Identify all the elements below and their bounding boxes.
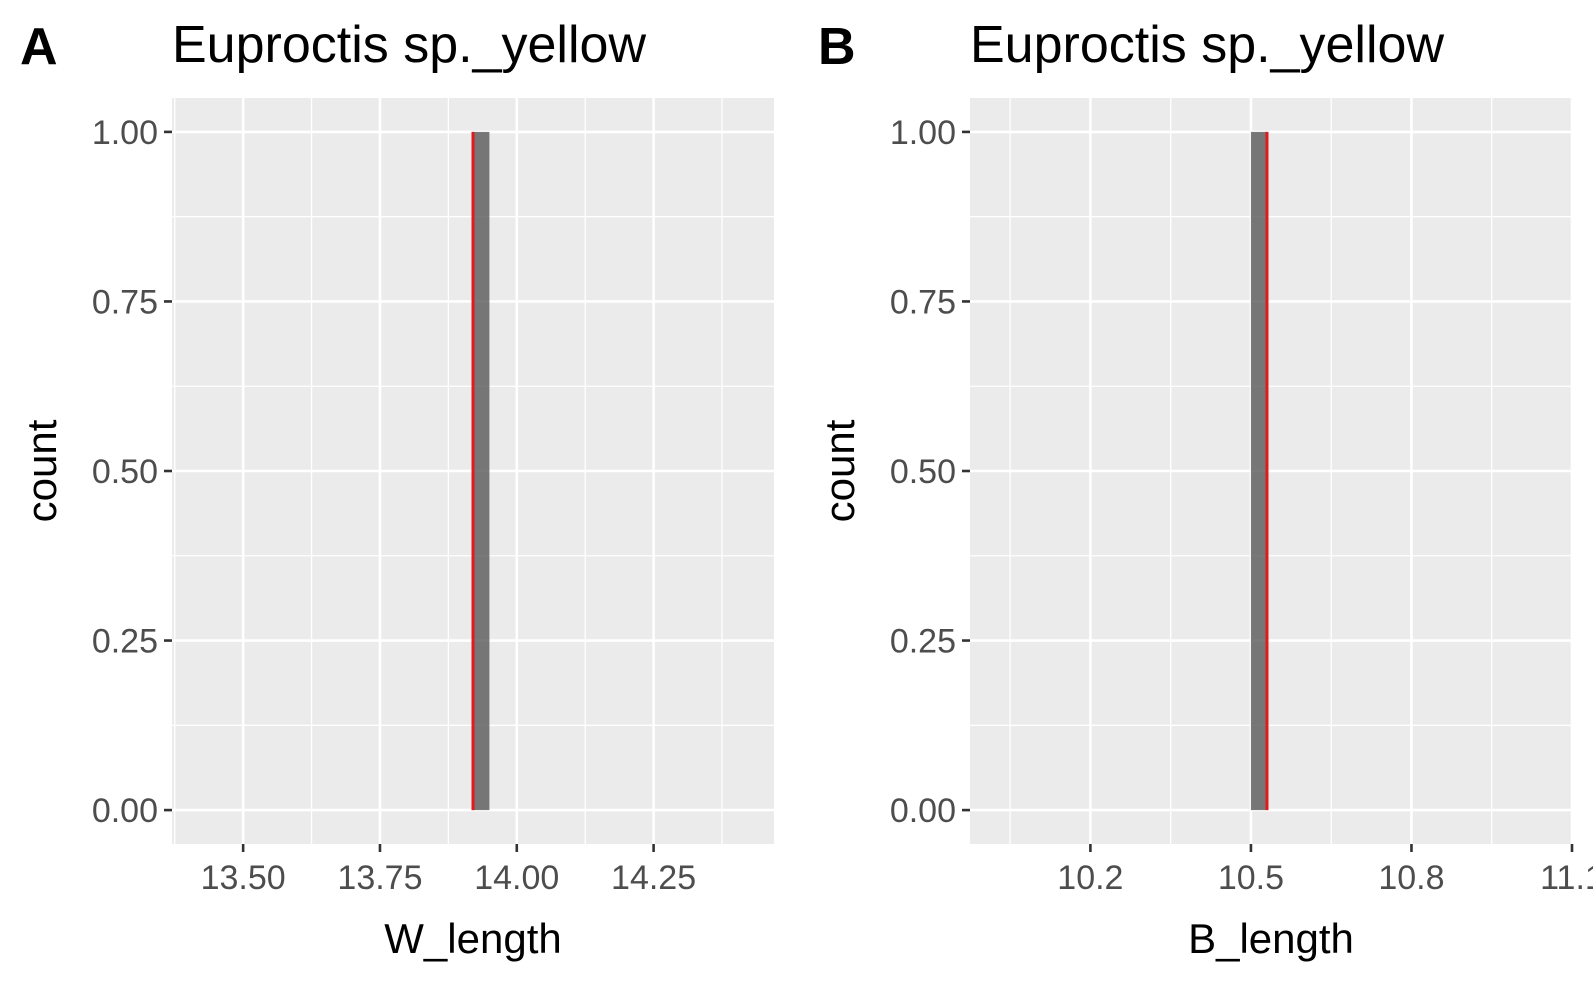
x-tick-label: 11.1 (1540, 859, 1593, 897)
panel-a-bars (473, 131, 490, 811)
panel-b: B Euproctis sp._yellow 0.00 0.25 0.50 0.75 1… (816, 16, 1593, 962)
y-tick-label: 1.00 (890, 114, 956, 152)
panel-a-title: Euproctis sp._yellow (172, 16, 646, 74)
y-tick-label: 0.00 (890, 792, 956, 830)
x-tick-label: 13.75 (337, 859, 422, 897)
panel-b-y-axis-title: count (816, 419, 863, 522)
panel-a-x-axis-title: W_length (384, 915, 561, 962)
y-tick-label: 0.50 (92, 453, 158, 491)
x-tick-label: 10.2 (1057, 859, 1123, 897)
panel-a-y-axis-title: count (18, 419, 65, 522)
panel-b-x-axis-title: B_length (1188, 915, 1354, 962)
panel-b-x-axis: 10.2 10.5 10.8 11.1 (1057, 844, 1593, 897)
panel-b-bars (1250, 131, 1267, 811)
histogram-bar (473, 131, 490, 811)
y-tick-label: 0.50 (890, 453, 956, 491)
panel-a-x-axis: 13.50 13.75 14.00 14.25 (201, 844, 696, 897)
x-tick-label: 10.8 (1378, 859, 1444, 897)
panel-a-tag: A (20, 18, 58, 76)
y-tick-label: 0.25 (890, 623, 956, 661)
panel-a-y-axis: 0.00 0.25 0.50 0.75 1.00 (92, 114, 172, 830)
x-tick-label: 14.00 (474, 859, 559, 897)
y-tick-label: 0.75 (890, 283, 956, 321)
y-tick-label: 1.00 (92, 114, 158, 152)
panel-b-y-axis: 0.00 0.25 0.50 0.75 1.00 (890, 114, 970, 830)
panel-b-title: Euproctis sp._yellow (970, 16, 1444, 74)
y-tick-label: 0.00 (92, 792, 158, 830)
panel-b-major-grid (970, 98, 1574, 844)
y-tick-label: 0.75 (92, 283, 158, 321)
histogram-bar (1250, 131, 1267, 811)
panel-a: A Euproctis sp._yellow 0.00 0.25 0.50 0.75 1… (18, 16, 774, 962)
x-tick-label: 13.50 (201, 859, 286, 897)
x-tick-label: 14.25 (611, 859, 696, 897)
panel-b-tag: B (818, 18, 856, 76)
y-tick-label: 0.25 (92, 623, 158, 661)
x-tick-label: 10.5 (1218, 859, 1284, 897)
